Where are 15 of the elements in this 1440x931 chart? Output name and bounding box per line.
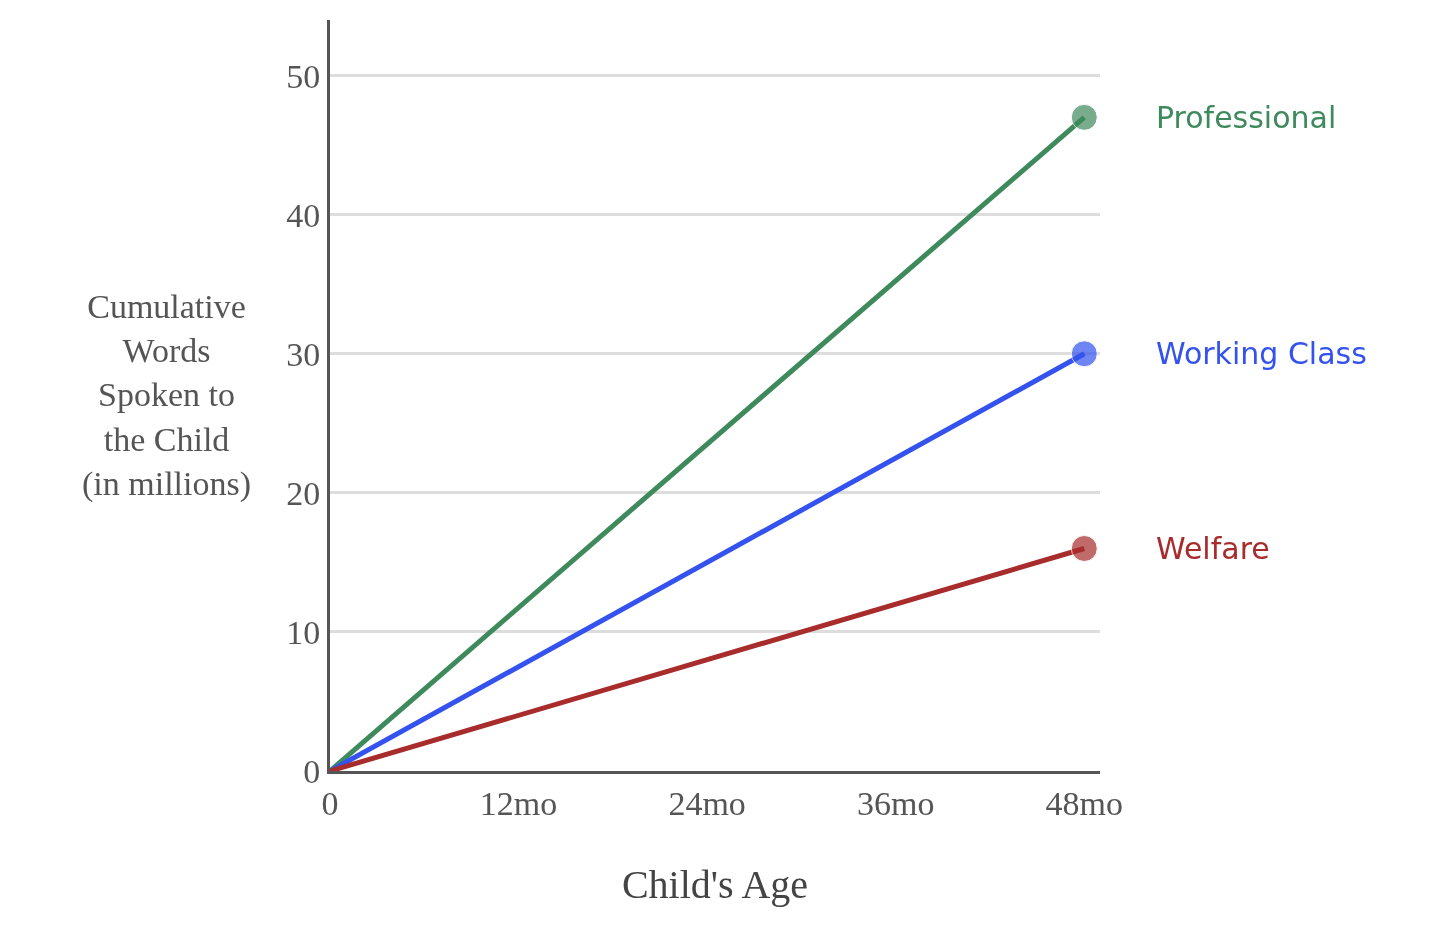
- y-tick-label: 40: [286, 196, 321, 234]
- y-tick-label: 20: [286, 474, 321, 512]
- y-tick-label: 50: [286, 57, 321, 95]
- y-tick-label: 10: [286, 613, 321, 651]
- x-tick-label: 36mo: [856, 784, 935, 822]
- x-tick-label: 12mo: [479, 784, 558, 822]
- y-axis-title: Cumulative Words Spoken to the Child (in millions): [82, 288, 252, 503]
- x-tick-label: 24mo: [668, 784, 746, 822]
- y-tick-label: 30: [286, 335, 321, 373]
- y-tick-label: 0: [303, 752, 321, 790]
- series-label: Working Class: [1156, 336, 1367, 371]
- series-label: Welfare: [1156, 531, 1270, 566]
- x-tick-label: 48mo: [1045, 784, 1124, 822]
- series-label: Professional: [1156, 100, 1337, 135]
- x-axis-title: Child's Age: [621, 862, 809, 908]
